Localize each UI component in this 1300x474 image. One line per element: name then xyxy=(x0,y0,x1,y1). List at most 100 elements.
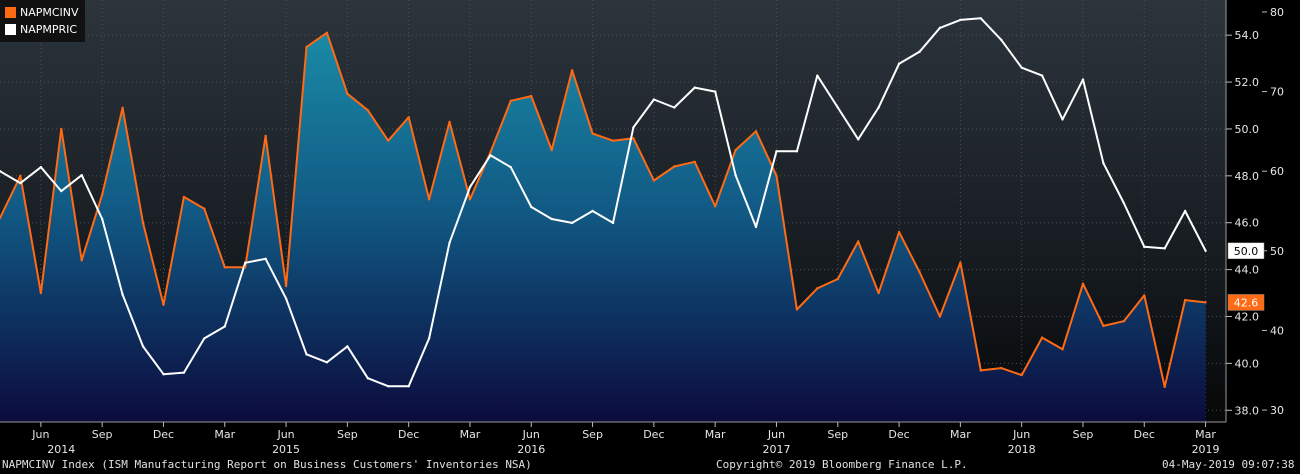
napmpric-point xyxy=(652,98,656,101)
napmpric-last-value-badge-box xyxy=(1227,242,1265,260)
napmcinv-point xyxy=(121,106,124,110)
napmpric-point xyxy=(1163,247,1166,250)
napmcinv-point xyxy=(39,291,43,295)
x-tick-label: Mar xyxy=(950,428,971,441)
x-year-label: 2017 xyxy=(762,443,790,456)
napmcinv-point xyxy=(325,31,329,35)
napmpric-point xyxy=(1000,38,1003,42)
footer: NAPMCINV Index (ISM Manufacturing Report… xyxy=(0,456,1300,474)
napmpric-point xyxy=(550,217,553,221)
napmcinv-point xyxy=(877,291,880,295)
napmpric-point xyxy=(713,90,717,93)
napmcinv-point xyxy=(795,308,799,311)
napmpric-point xyxy=(530,205,533,209)
napmpric-point xyxy=(1183,209,1187,213)
napmcinv-point xyxy=(448,120,451,124)
napmcinv-point xyxy=(264,134,267,138)
left-tick-label: 46.0 xyxy=(1235,217,1260,230)
legend-swatch-white xyxy=(5,24,16,35)
x-year-label: 2016 xyxy=(517,443,545,456)
right-tick-label: 50 xyxy=(1270,245,1284,258)
inventory-area-fill xyxy=(0,32,1206,423)
napmcinv-point xyxy=(857,240,860,243)
napmpric-point xyxy=(162,373,165,376)
napmpric-point xyxy=(284,297,288,300)
napmcinv-point xyxy=(570,69,574,72)
left-tick-label: 48.0 xyxy=(1235,170,1260,183)
napmpric-point xyxy=(673,106,676,109)
napmcinv-point xyxy=(611,139,615,142)
napmpric-point xyxy=(795,150,799,153)
napmpric-point xyxy=(836,106,839,109)
footer-description: NAPMCINV Index (ISM Manufacturing Report… xyxy=(2,458,532,471)
napmcinv-point xyxy=(80,259,83,262)
napmpric-point xyxy=(570,221,574,225)
napmcinv-point xyxy=(427,198,431,201)
footer-timestamp: 04-May-2019 09:07:38 xyxy=(1162,458,1295,471)
napmpric-point xyxy=(264,257,267,260)
napmcinv-point xyxy=(407,116,410,119)
napmpric-point xyxy=(1204,249,1207,253)
x-tick-label: Dec xyxy=(643,428,664,441)
napmcinv-point xyxy=(1000,366,1003,370)
napmpric-point xyxy=(448,241,451,245)
napmpric-point xyxy=(1040,74,1044,77)
x-year-label: 2019 xyxy=(1192,443,1220,456)
napmpric-point xyxy=(223,325,226,328)
right-axis-panel xyxy=(1226,0,1300,456)
right-tick-label: 70 xyxy=(1270,86,1284,99)
x-tick-label: Jun xyxy=(276,428,294,441)
napmcinv-point xyxy=(1204,301,1207,304)
left-tick-label: 42.0 xyxy=(1235,311,1260,324)
legend: NAPMCINV NAPMPRIC xyxy=(0,0,85,42)
right-tick-label: 40 xyxy=(1270,324,1284,337)
left-tick-label: 50.0 xyxy=(1235,123,1260,136)
napmpric-point xyxy=(244,261,247,264)
napmpric-point xyxy=(468,185,472,189)
napmcinv-point xyxy=(244,266,247,269)
napmpric-point xyxy=(632,126,635,129)
napmpric-point xyxy=(427,337,431,340)
napmpric-point xyxy=(366,377,369,380)
napmcinv-point xyxy=(1040,336,1044,339)
x-tick-label: Mar xyxy=(1195,428,1216,441)
x-tick-label: Sep xyxy=(92,428,113,441)
napmcinv-point xyxy=(0,216,2,220)
x-tick-label: Sep xyxy=(1073,428,1094,441)
napmcinv-point xyxy=(1102,324,1105,328)
napmcinv-point xyxy=(897,230,901,234)
napmpric-point xyxy=(80,173,83,177)
x-tick-label: Sep xyxy=(582,428,603,441)
right-tick-label: 80 xyxy=(1270,6,1284,19)
x-tick-label: Sep xyxy=(827,428,848,441)
napmcinv-point xyxy=(734,148,737,152)
napmcinv-last-value-badge-text: 42.6 xyxy=(1234,296,1259,309)
napmpric-point xyxy=(203,337,206,340)
x-tick-label: Dec xyxy=(1134,428,1155,441)
napmcinv-last-value-badge: 42.6 xyxy=(1227,294,1265,311)
napmcinv-point xyxy=(1061,348,1064,351)
x-tick-label: Mar xyxy=(705,428,726,441)
napmcinv-point xyxy=(713,205,717,208)
napmpric-point xyxy=(509,166,513,169)
napmpric-point xyxy=(60,189,63,193)
series-lines xyxy=(0,17,1207,388)
napmpric-point xyxy=(1122,201,1126,205)
napmpric-point xyxy=(938,26,942,30)
napmpric-point xyxy=(857,138,860,141)
napmcinv-point xyxy=(979,369,982,372)
left-axis-ticks: 38.0 40.0 42.0 44.0 46.0 48.0 50.0 52.0 54.0 xyxy=(1226,29,1259,417)
right-tick-label: 30 xyxy=(1270,404,1284,417)
x-year-label: 2014 xyxy=(47,443,75,456)
legend-item-pric: NAPMPRIC xyxy=(5,21,79,38)
legend-item-inv: NAPMCINV xyxy=(5,4,79,21)
left-tick-label: 38.0 xyxy=(1235,404,1260,417)
x-year-label: 2015 xyxy=(272,443,300,456)
napmcinv-point xyxy=(19,174,22,178)
x-year-label: 2018 xyxy=(1008,443,1036,456)
last-value-badges: 42.6 50.0 xyxy=(1227,242,1265,311)
napmcinv-point xyxy=(938,315,942,318)
napmcinv-point xyxy=(141,221,145,224)
x-tick-label: Jun xyxy=(31,428,49,441)
napmpric-point xyxy=(141,345,145,348)
